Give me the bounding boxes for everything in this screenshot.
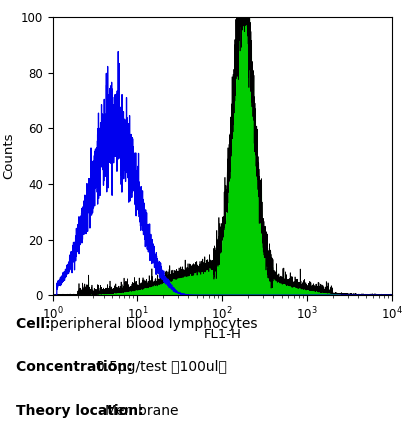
Text: Theory location:: Theory location: [16, 404, 149, 418]
Text: Cell:: Cell: [16, 317, 55, 331]
Text: Membrane: Membrane [104, 404, 179, 418]
Text: peripheral blood lymphocytes: peripheral blood lymphocytes [50, 317, 258, 331]
Text: 0.5μg/test （100ul）: 0.5μg/test （100ul） [96, 360, 227, 374]
X-axis label: FL1-H: FL1-H [203, 328, 241, 341]
Y-axis label: Counts: Counts [2, 133, 15, 180]
Text: Concentration:: Concentration: [16, 360, 138, 374]
